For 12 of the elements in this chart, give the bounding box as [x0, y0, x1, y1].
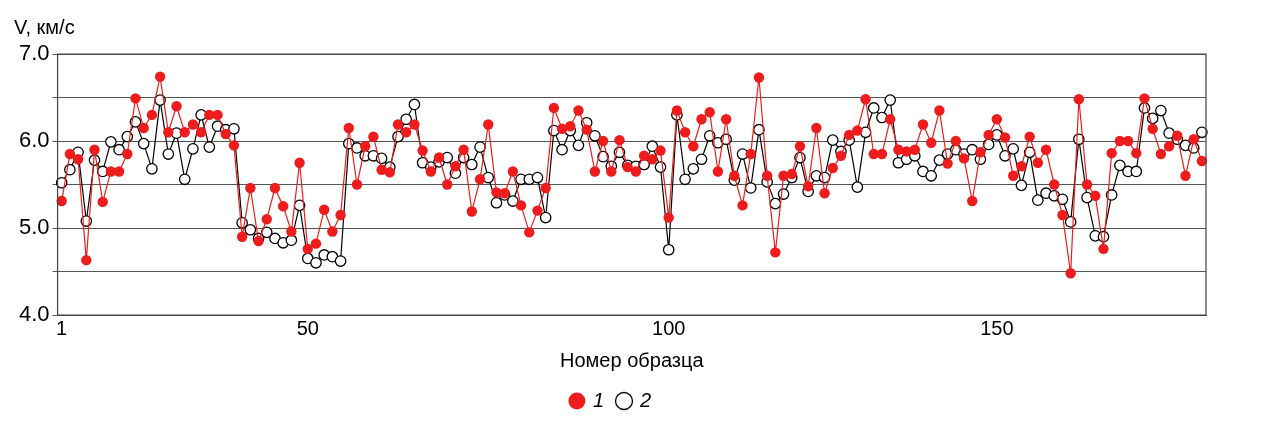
x-tick-label: 150	[980, 316, 1014, 339]
y-tick-label: 7.0	[18, 40, 50, 66]
y-tick-label: 6.0	[18, 127, 50, 153]
x-axis-title: Номер образца	[560, 348, 705, 371]
x-tick-label: 1	[56, 316, 68, 339]
legend-label: 2	[639, 388, 652, 411]
y-tick-label: 4.0	[18, 301, 50, 327]
x-tick-label: 50	[296, 316, 319, 339]
legend-label: 1	[592, 388, 604, 411]
y-axis-title: V, км/с	[14, 15, 75, 38]
y-tick-label: 5.0	[18, 214, 50, 240]
x-tick-label: 100	[652, 316, 686, 339]
